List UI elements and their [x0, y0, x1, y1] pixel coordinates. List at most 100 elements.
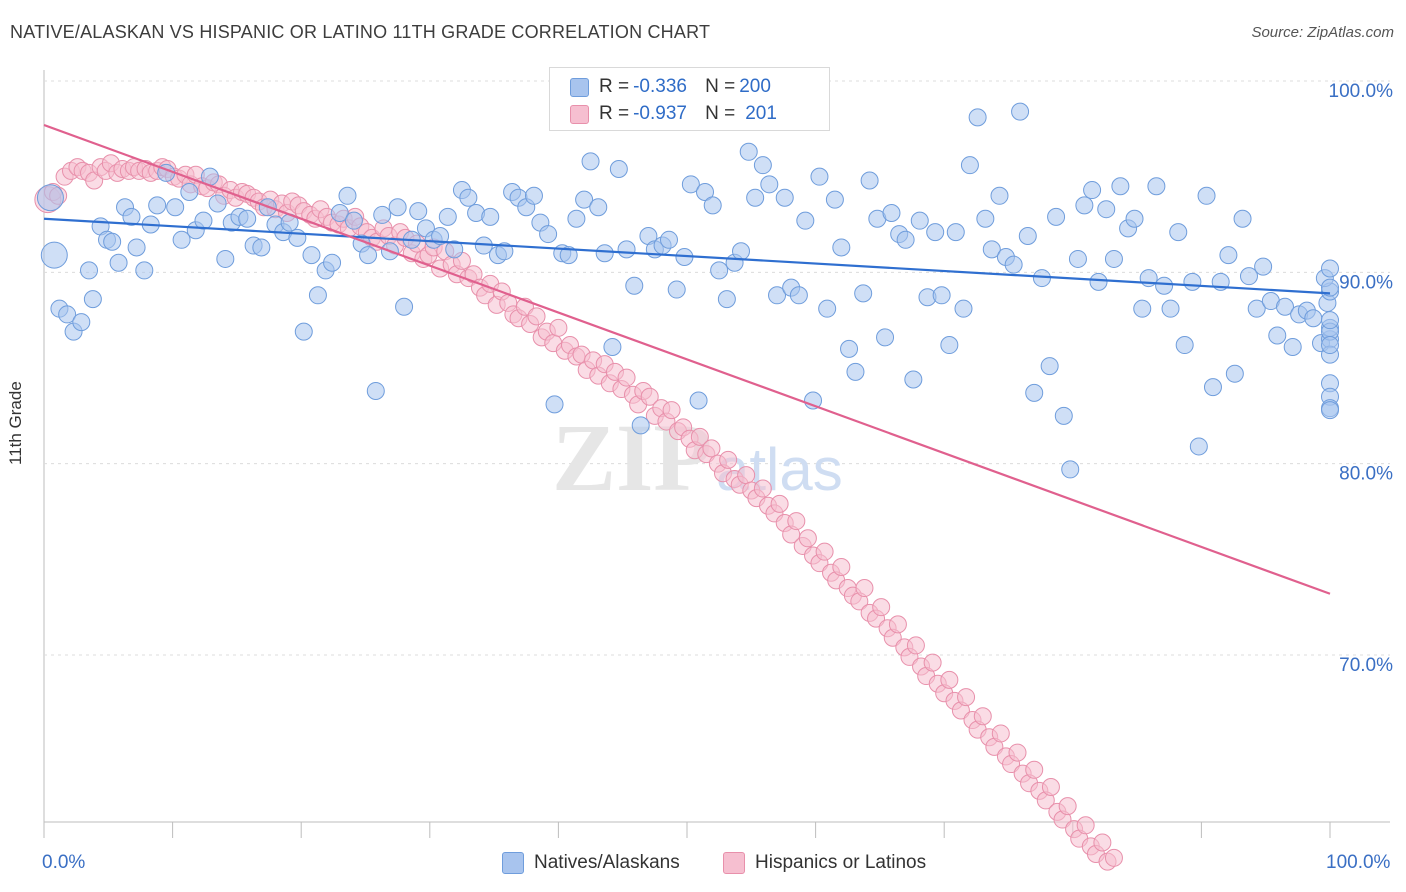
native-point — [1111, 177, 1130, 196]
native-point — [982, 240, 1001, 259]
native-point — [1268, 326, 1287, 345]
native-point — [294, 322, 313, 341]
native-point — [1197, 186, 1216, 205]
native-point — [1075, 196, 1094, 215]
native-point — [127, 238, 146, 257]
native-point — [1061, 460, 1080, 479]
hispanic-point — [1093, 833, 1112, 852]
native-point — [1203, 378, 1222, 397]
native-point — [1321, 401, 1339, 420]
hispanic-point — [702, 439, 721, 458]
native-point — [796, 211, 815, 230]
native-point — [926, 223, 945, 242]
native-point — [717, 290, 736, 309]
hispanic-point — [753, 479, 772, 498]
native-point — [832, 238, 851, 257]
native-point — [1275, 297, 1294, 316]
hispanic-point — [719, 450, 738, 469]
native-point — [818, 299, 837, 318]
hispanic-point — [1104, 848, 1123, 867]
native-point — [904, 370, 923, 389]
native-point — [954, 299, 973, 318]
native-point — [338, 186, 357, 205]
legend-swatch-hispanics — [570, 104, 589, 124]
native-trend-line — [43, 217, 1331, 295]
hispanic-point — [1058, 797, 1077, 816]
native-point — [135, 261, 154, 280]
hispanic-trend-line — [43, 123, 1331, 595]
native-point — [1068, 249, 1087, 268]
bottom-legend: Natives/Alaskans Hispanics or Latinos — [0, 852, 1406, 878]
native-point — [625, 276, 644, 295]
native-point — [567, 209, 586, 228]
native-point — [575, 190, 594, 209]
native-point — [1304, 309, 1323, 328]
native-point — [409, 202, 428, 221]
native-point — [72, 313, 91, 332]
native-point — [1011, 102, 1030, 121]
native-point — [1018, 226, 1037, 245]
native-point — [631, 416, 650, 435]
y-tick-label: 80.0% — [1339, 464, 1393, 485]
native-point — [1283, 337, 1302, 356]
y-tick-label: 90.0% — [1339, 272, 1393, 293]
hispanic-point — [1076, 816, 1095, 835]
hispanic-point — [906, 636, 925, 655]
hispanic-point — [770, 494, 789, 513]
native-point — [746, 188, 765, 207]
hispanic-point — [549, 318, 568, 337]
native-point — [40, 241, 68, 269]
native-point — [1247, 299, 1266, 318]
native-point — [366, 381, 385, 400]
legend-n-label: N = — [705, 76, 736, 97]
native-point — [667, 280, 686, 299]
native-point — [703, 196, 722, 215]
native-point — [238, 209, 257, 228]
native-point — [589, 198, 608, 217]
native-point — [459, 188, 478, 207]
native-point — [1125, 209, 1144, 228]
native-point — [166, 198, 185, 217]
native-point — [1239, 267, 1258, 286]
native-point — [1321, 278, 1339, 297]
native-point — [739, 142, 758, 161]
hispanic-point — [923, 653, 942, 672]
hispanic-point — [888, 615, 907, 634]
bottom-legend-natives: Natives/Alaskans — [502, 852, 680, 874]
native-point — [495, 242, 514, 261]
legend-n-label: N = — [705, 103, 736, 124]
native-point — [681, 175, 700, 194]
native-point — [1040, 357, 1059, 376]
legend-n-value-hispanics: 201 — [745, 103, 777, 124]
hispanic-point — [527, 307, 546, 326]
native-point — [1047, 207, 1066, 226]
native-point — [1104, 249, 1123, 268]
native-point — [445, 240, 464, 259]
y-tick-label: 100.0% — [1329, 81, 1394, 102]
native-point — [732, 242, 751, 261]
hispanic-point — [815, 542, 834, 561]
native-point — [1219, 246, 1238, 265]
native-point — [976, 209, 995, 228]
hispanic-point — [940, 670, 959, 689]
native-point — [1133, 299, 1152, 318]
native-point — [910, 211, 929, 230]
hispanic-point — [832, 557, 851, 576]
native-point — [252, 238, 271, 257]
chart-title: NATIVE/ALASKAN VS HISPANIC OR LATINO 11T… — [10, 22, 711, 42]
y-axis-title: 11th Grade — [6, 381, 25, 465]
hispanic-point — [872, 598, 891, 617]
native-point — [172, 230, 191, 249]
native-point — [810, 167, 829, 186]
native-point — [359, 246, 378, 265]
native-point — [1321, 259, 1339, 278]
native-point — [940, 336, 959, 355]
hispanic-point — [662, 401, 681, 420]
legend-swatch-natives — [570, 77, 589, 97]
legend-r-label: R = — [599, 76, 630, 97]
native-point — [1089, 272, 1108, 291]
native-point — [148, 196, 167, 215]
native-point — [431, 226, 450, 245]
legend-r-value-hispanics: -0.937 — [633, 103, 687, 124]
